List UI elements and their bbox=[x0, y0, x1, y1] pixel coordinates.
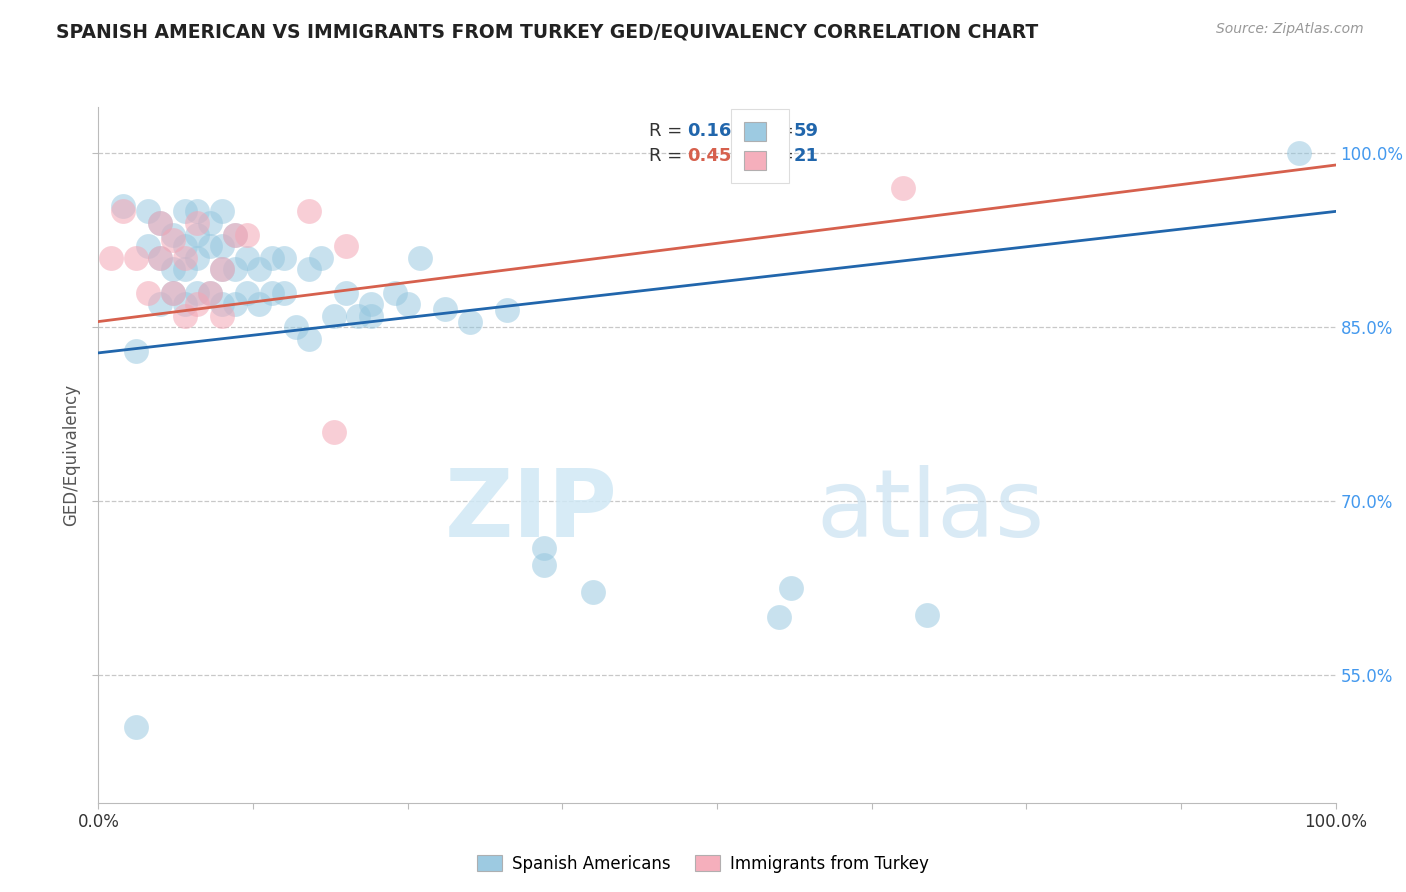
Point bbox=[582, 584, 605, 599]
Point bbox=[236, 251, 259, 265]
Point bbox=[260, 285, 283, 300]
Text: R =: R = bbox=[650, 122, 688, 140]
Point bbox=[260, 251, 283, 265]
Point bbox=[211, 262, 233, 277]
Point bbox=[458, 315, 481, 329]
Text: Source: ZipAtlas.com: Source: ZipAtlas.com bbox=[1216, 22, 1364, 37]
Point bbox=[409, 251, 432, 265]
Point bbox=[533, 558, 555, 573]
Point bbox=[309, 251, 332, 265]
Point bbox=[198, 216, 221, 230]
Point bbox=[149, 251, 172, 265]
Point bbox=[174, 251, 197, 265]
Point bbox=[162, 262, 184, 277]
Point bbox=[285, 320, 308, 334]
Point bbox=[112, 204, 135, 219]
Point bbox=[136, 204, 159, 219]
Point bbox=[224, 297, 246, 311]
Point bbox=[162, 233, 184, 247]
Point bbox=[236, 227, 259, 242]
Point bbox=[124, 251, 146, 265]
Point bbox=[174, 309, 197, 323]
Point bbox=[186, 216, 208, 230]
Point bbox=[136, 239, 159, 253]
Point bbox=[100, 251, 122, 265]
Point bbox=[495, 303, 517, 318]
Point bbox=[224, 262, 246, 277]
Point bbox=[124, 343, 146, 358]
Point bbox=[211, 262, 233, 277]
Point bbox=[433, 301, 456, 316]
Legend: , : , bbox=[731, 109, 789, 183]
Text: 0.451: 0.451 bbox=[688, 147, 744, 165]
Point bbox=[198, 239, 221, 253]
Point bbox=[211, 309, 233, 323]
Point bbox=[1288, 146, 1310, 161]
Point bbox=[149, 251, 172, 265]
Point bbox=[211, 239, 233, 253]
Point bbox=[198, 285, 221, 300]
Point bbox=[186, 285, 208, 300]
Point bbox=[780, 582, 803, 596]
Point bbox=[247, 297, 270, 311]
Point bbox=[149, 216, 172, 230]
Point bbox=[273, 251, 295, 265]
Point bbox=[186, 251, 208, 265]
Point bbox=[335, 239, 357, 253]
Y-axis label: GED/Equivalency: GED/Equivalency bbox=[62, 384, 80, 526]
Point bbox=[533, 541, 555, 555]
Point bbox=[891, 181, 914, 195]
Point bbox=[162, 285, 184, 300]
Text: 59: 59 bbox=[794, 122, 818, 140]
Point bbox=[917, 607, 939, 622]
Point bbox=[360, 309, 382, 323]
Legend: Spanish Americans, Immigrants from Turkey: Spanish Americans, Immigrants from Turke… bbox=[470, 848, 936, 880]
Point bbox=[236, 285, 259, 300]
Point bbox=[396, 297, 419, 311]
Point bbox=[768, 610, 790, 624]
Point bbox=[149, 216, 172, 230]
Text: R =: R = bbox=[650, 147, 688, 165]
Point bbox=[136, 285, 159, 300]
Point bbox=[273, 285, 295, 300]
Text: atlas: atlas bbox=[815, 465, 1045, 557]
Point bbox=[298, 332, 321, 346]
Text: N =: N = bbox=[748, 147, 800, 165]
Text: ZIP: ZIP bbox=[446, 465, 619, 557]
Point bbox=[211, 204, 233, 219]
Point bbox=[174, 204, 197, 219]
Point bbox=[186, 227, 208, 242]
Text: N =: N = bbox=[748, 122, 800, 140]
Point bbox=[211, 297, 233, 311]
Point bbox=[224, 227, 246, 242]
Point bbox=[162, 227, 184, 242]
Point bbox=[347, 309, 370, 323]
Point bbox=[298, 204, 321, 219]
Point bbox=[124, 721, 146, 735]
Point bbox=[174, 262, 197, 277]
Point bbox=[174, 239, 197, 253]
Point bbox=[322, 425, 344, 439]
Point bbox=[149, 297, 172, 311]
Point bbox=[224, 227, 246, 242]
Point bbox=[384, 285, 406, 300]
Point bbox=[162, 285, 184, 300]
Point bbox=[360, 297, 382, 311]
Point bbox=[186, 204, 208, 219]
Point bbox=[186, 297, 208, 311]
Text: 21: 21 bbox=[794, 147, 818, 165]
Point bbox=[298, 262, 321, 277]
Point bbox=[335, 285, 357, 300]
Point bbox=[322, 309, 344, 323]
Text: 0.169: 0.169 bbox=[688, 122, 744, 140]
Point bbox=[174, 297, 197, 311]
Point bbox=[198, 285, 221, 300]
Text: SPANISH AMERICAN VS IMMIGRANTS FROM TURKEY GED/EQUIVALENCY CORRELATION CHART: SPANISH AMERICAN VS IMMIGRANTS FROM TURK… bbox=[56, 22, 1039, 41]
Point bbox=[112, 199, 135, 213]
Point bbox=[247, 262, 270, 277]
